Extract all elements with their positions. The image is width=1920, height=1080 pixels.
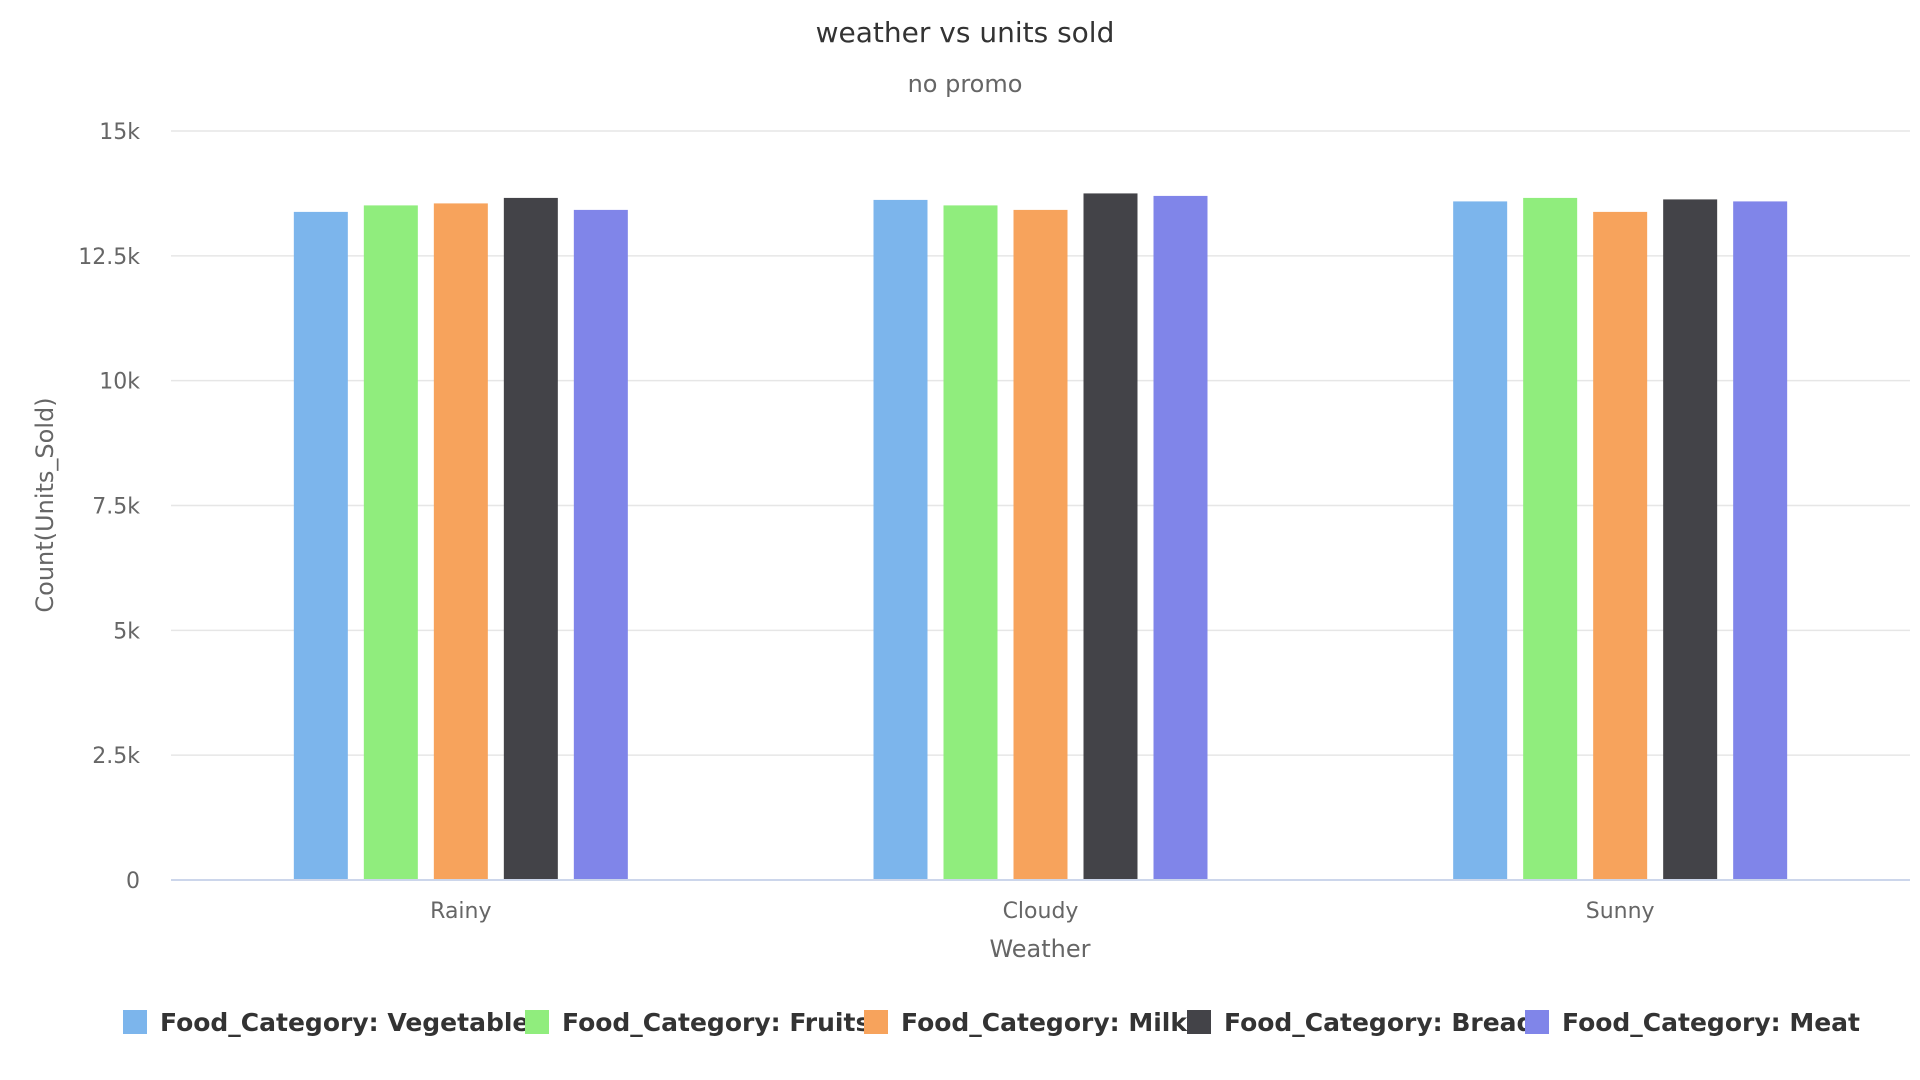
legend-label: Food_Category: Milk bbox=[901, 1008, 1188, 1037]
legend-item[interactable]: Food_Category: Bread bbox=[1187, 1008, 1534, 1037]
y-tick-label: 0 bbox=[126, 869, 140, 894]
x-axis-title: Weather bbox=[989, 935, 1090, 963]
legend-label: Food_Category: Fruits bbox=[562, 1008, 870, 1037]
y-tick-label: 12.5k bbox=[78, 245, 140, 270]
bar-sunny-series-3 bbox=[1663, 199, 1718, 880]
x-tick-label: Sunny bbox=[1586, 899, 1655, 924]
bars bbox=[293, 193, 1788, 881]
legend-label: Food_Category: Vegetables bbox=[160, 1008, 544, 1037]
legend-swatch bbox=[123, 1010, 147, 1034]
bar-rainy-series-4 bbox=[573, 209, 628, 881]
x-axis-ticks: Rainy Cloudy Sunny bbox=[430, 899, 1654, 924]
legend-swatch bbox=[1187, 1010, 1211, 1034]
legend-label: Food_Category: Meat bbox=[1562, 1008, 1860, 1037]
y-axis-title: Count(Units_Sold) bbox=[31, 397, 59, 612]
legend-item[interactable]: Food_Category: Meat bbox=[1525, 1008, 1860, 1037]
legend-item[interactable]: Food_Category: Fruits bbox=[525, 1008, 870, 1037]
legend-label: Food_Category: Bread bbox=[1224, 1008, 1534, 1037]
bar-rainy-series-3 bbox=[503, 197, 558, 881]
bar-cloudy-series-2 bbox=[1013, 209, 1068, 881]
bar-cloudy-series-4 bbox=[1153, 195, 1208, 880]
legend: Food_Category: Vegetables Food_Category: … bbox=[123, 1008, 1860, 1037]
legend-item[interactable]: Food_Category: Vegetables bbox=[123, 1008, 544, 1037]
y-tick-label: 2.5k bbox=[92, 744, 140, 769]
x-tick-label: Cloudy bbox=[1003, 899, 1079, 924]
bar-sunny-series-2 bbox=[1593, 211, 1648, 881]
legend-swatch bbox=[864, 1010, 888, 1034]
legend-item[interactable]: Food_Category: Milk bbox=[864, 1008, 1188, 1037]
bar-rainy-series-0 bbox=[293, 211, 348, 881]
y-axis-ticks: 0 2.5k 5k 7.5k 10k 12.5k 15k bbox=[78, 120, 140, 894]
y-tick-label: 7.5k bbox=[92, 495, 140, 520]
y-tick-label: 5k bbox=[113, 619, 140, 644]
bar-cloudy-series-3 bbox=[1083, 193, 1138, 880]
chart-title: weather vs units sold bbox=[816, 16, 1115, 49]
x-tick-label: Rainy bbox=[430, 899, 491, 924]
bar-cloudy-series-1 bbox=[943, 205, 998, 881]
bar-cloudy-series-0 bbox=[873, 199, 928, 880]
bar-rainy-series-1 bbox=[363, 205, 418, 881]
legend-swatch bbox=[1525, 1010, 1549, 1034]
y-tick-label: 15k bbox=[99, 120, 140, 145]
bar-sunny-series-1 bbox=[1523, 197, 1578, 881]
legend-swatch bbox=[525, 1010, 549, 1034]
chart-subtitle: no promo bbox=[908, 70, 1023, 98]
y-tick-label: 10k bbox=[99, 370, 140, 395]
bar-sunny-series-0 bbox=[1453, 201, 1508, 880]
bar-sunny-series-4 bbox=[1733, 201, 1788, 880]
bar-rainy-series-2 bbox=[433, 203, 488, 881]
